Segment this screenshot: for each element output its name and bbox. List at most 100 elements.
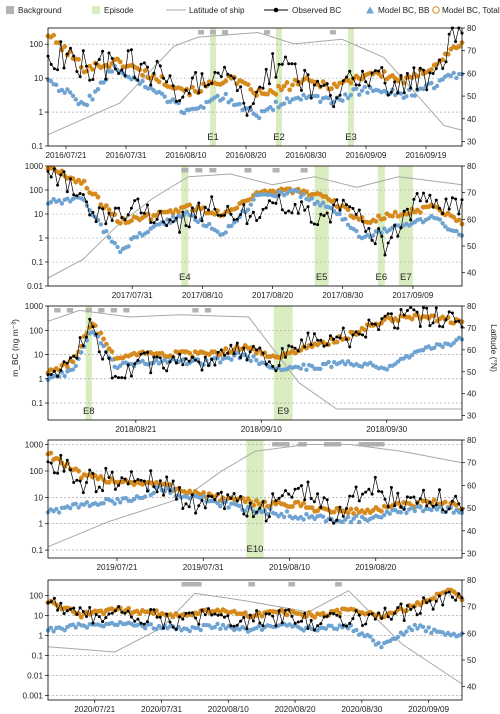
observed-point (293, 62, 297, 66)
observed-point (210, 81, 214, 85)
model-bb-point (318, 203, 323, 208)
observed-point (255, 219, 259, 222)
observed-point (303, 611, 307, 615)
observed-point (104, 616, 108, 620)
observed-point (120, 376, 124, 380)
observed-point (187, 505, 191, 509)
model-bb-point (315, 199, 320, 205)
model-bb-point (257, 623, 262, 629)
observed-point (422, 306, 425, 310)
observed-point (383, 253, 387, 257)
model-bb-point (298, 194, 303, 200)
observed-point (158, 479, 162, 483)
model-bb-point (423, 629, 429, 634)
model-bb-point (420, 624, 426, 630)
observed-line (47, 306, 463, 379)
model-bb-point (284, 509, 290, 514)
legend-observed-marker (273, 7, 279, 13)
observed-point (405, 207, 409, 211)
observed-point (431, 607, 435, 611)
observed-point (229, 624, 233, 628)
observed-point (88, 317, 92, 321)
model-total-point (295, 499, 301, 505)
observed-point (312, 83, 316, 87)
observed-point (267, 360, 271, 364)
observed-point (389, 312, 393, 316)
observed-point (255, 90, 259, 94)
episode-band (85, 306, 92, 420)
model-bb-point (343, 92, 348, 97)
observed-point (162, 493, 165, 497)
observed-point (56, 608, 60, 612)
observed-point (312, 222, 316, 226)
observed-point (190, 493, 194, 497)
observed-point (194, 71, 198, 74)
observed-point (165, 224, 169, 228)
model-bb-point (362, 84, 367, 90)
model-total-point (348, 80, 354, 86)
observed-point (399, 74, 403, 77)
observed-point (444, 591, 448, 595)
model-bb-point (140, 79, 145, 84)
observed-point (194, 616, 198, 620)
model-total-point (223, 78, 229, 84)
lat-tick-label: 40 (467, 115, 477, 124)
observed-point (216, 71, 220, 75)
observed-point (197, 360, 201, 364)
model-bb-point (162, 94, 167, 99)
x-tick-label: 2019/08/20 (355, 563, 396, 572)
x-tick-label: 2016/08/30 (286, 151, 327, 160)
observed-point (142, 61, 146, 65)
observed-point (389, 486, 393, 489)
observed-point (457, 502, 461, 506)
observed-point (75, 194, 79, 198)
legend-model-bb-swatch (366, 6, 374, 14)
episode-label: E6 (375, 272, 387, 283)
model-total-point (95, 194, 101, 200)
observed-point (239, 213, 243, 216)
model-bb-point (440, 221, 445, 226)
model-bb-point (68, 199, 73, 204)
observed-point (52, 167, 56, 171)
model-bb-point (62, 90, 67, 96)
observed-point (152, 71, 156, 75)
observed-point (194, 215, 198, 219)
observed-point (85, 335, 88, 339)
observed-line (47, 455, 463, 524)
model-total-point (84, 185, 90, 191)
model-total-point (334, 607, 340, 613)
observed-point (438, 488, 441, 492)
observed-point (59, 368, 63, 372)
model-bb-point (351, 516, 356, 521)
model-total-point (290, 82, 295, 88)
observed-point (441, 508, 445, 512)
model-total-point (109, 60, 115, 66)
model-bb-point (395, 634, 401, 640)
observed-point (357, 332, 361, 336)
observed-point (267, 612, 271, 616)
observed-point (207, 83, 210, 87)
observed-point (52, 369, 56, 373)
observed-point (383, 497, 387, 501)
observed-point (293, 487, 297, 491)
model-bb-point (376, 640, 381, 646)
observed-point (94, 613, 98, 616)
model-bb-point (440, 77, 445, 82)
observed-point (335, 96, 339, 100)
observed-point (300, 200, 303, 204)
observed-point (287, 344, 291, 348)
observed-point (139, 62, 143, 66)
model-bb-point (437, 504, 442, 509)
model-bb-point (101, 501, 106, 506)
observed-point (425, 601, 429, 605)
model-total-point (451, 214, 457, 220)
observed-point (422, 596, 425, 600)
observed-point (216, 350, 220, 354)
observed-point (223, 65, 226, 69)
observed-point (200, 608, 204, 612)
observed-point (94, 62, 98, 66)
model-bb-point (282, 101, 287, 106)
observed-point (200, 498, 204, 502)
model-bb-point (229, 357, 234, 362)
observed-point (203, 205, 207, 209)
